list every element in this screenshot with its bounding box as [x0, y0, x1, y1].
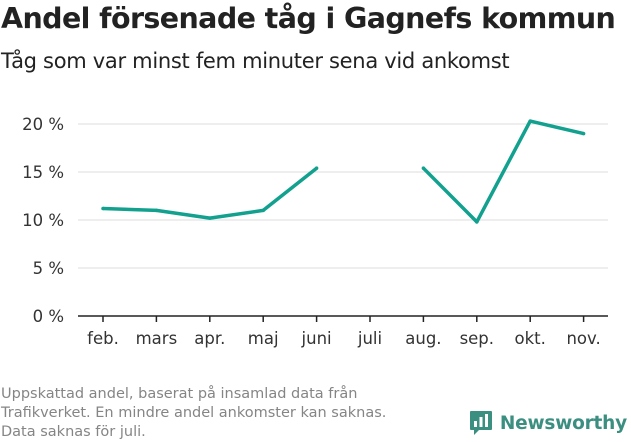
logo-text: Newsworthy	[499, 412, 627, 434]
data-point	[154, 208, 159, 213]
x-tick-label: juni	[301, 329, 332, 348]
footnote-line: Uppskattad andel, baserat på insamlad da…	[1, 386, 358, 402]
y-tick-label: 20 %	[22, 115, 64, 134]
newsworthy-logo: Newsworthy	[469, 408, 627, 438]
bar-chart-speech-bubble-icon	[469, 411, 492, 435]
gridlines	[78, 123, 608, 317]
data-point	[101, 206, 105, 211]
y-axis-tick-labels: 0 % 5 % 10 % 15 % 20 %	[22, 115, 64, 326]
y-tick-label: 5 %	[33, 259, 64, 278]
data-point	[475, 220, 479, 224]
data-point	[208, 216, 212, 220]
footnote-line: Data saknas för juli.	[1, 424, 146, 440]
y-tick-label: 10 %	[22, 211, 64, 230]
x-tick-label: apr.	[194, 329, 225, 348]
data-series	[101, 119, 586, 224]
data-point	[581, 131, 586, 136]
x-tick-label: maj	[248, 329, 279, 348]
x-tick-label: feb.	[87, 329, 119, 348]
x-tick-label: okt.	[515, 329, 546, 348]
x-tick-label: mars	[136, 329, 178, 348]
x-axis-tick-labels: feb. mars apr. maj juni juli aug. sep. okt. nov.	[87, 316, 601, 348]
y-tick-label: 0 %	[33, 307, 64, 326]
series-line-segment	[422, 119, 584, 224]
x-tick-label: juli	[357, 329, 382, 348]
data-point	[314, 166, 319, 170]
chart-subtitle: Tåg som var minst fem minuter sena vid a…	[1, 49, 510, 73]
series-line-segment	[102, 166, 318, 220]
chart-title: Andel försenade tåg i Gagnefs kommun	[1, 2, 616, 35]
data-point	[261, 208, 265, 213]
line-chart: 0 % 5 % 10 % 15 % 20 % feb. mars apr. maj juni ju…	[22, 115, 608, 348]
x-tick-label: sep.	[460, 329, 494, 348]
x-tick-label: nov.	[566, 329, 600, 348]
footnote-line: Trafikverket. En mindre andel ankomster …	[1, 405, 387, 421]
footnote: Uppskattad andel, baserat på insamlad da…	[1, 385, 441, 442]
data-point	[421, 166, 426, 170]
x-tick-label: aug.	[405, 329, 441, 348]
data-point	[528, 119, 532, 123]
y-tick-label: 15 %	[22, 163, 64, 182]
